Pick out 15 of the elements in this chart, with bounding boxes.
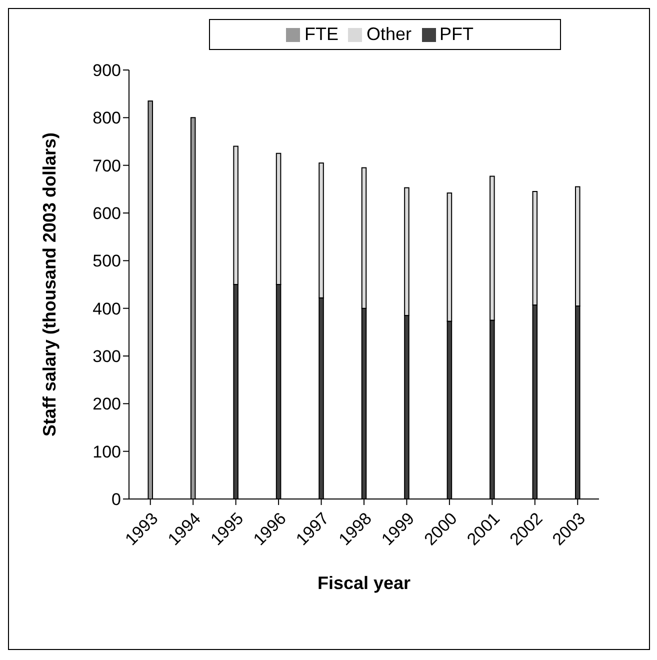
- y-tick-label: 0: [112, 490, 121, 510]
- y-axis-title: Staff salary (thousand 2003 dollars): [39, 132, 60, 437]
- y-tick-label: 700: [92, 156, 121, 176]
- y-tick-label: 500: [92, 252, 121, 271]
- legend-label: Other: [366, 24, 412, 44]
- y-tick-label: 800: [92, 108, 121, 128]
- y-tick-label: 200: [92, 394, 121, 414]
- legend-label: FTE: [304, 24, 338, 44]
- y-tick-label: 100: [92, 442, 121, 462]
- x-axis-title: Fiscal year: [317, 573, 411, 593]
- y-tick-label: 600: [92, 204, 121, 224]
- y-tick-label: 900: [92, 61, 121, 80]
- legend-label: PFT: [440, 24, 474, 44]
- y-tick-label: 400: [92, 299, 121, 318]
- y-tick-label: 300: [92, 347, 121, 366]
